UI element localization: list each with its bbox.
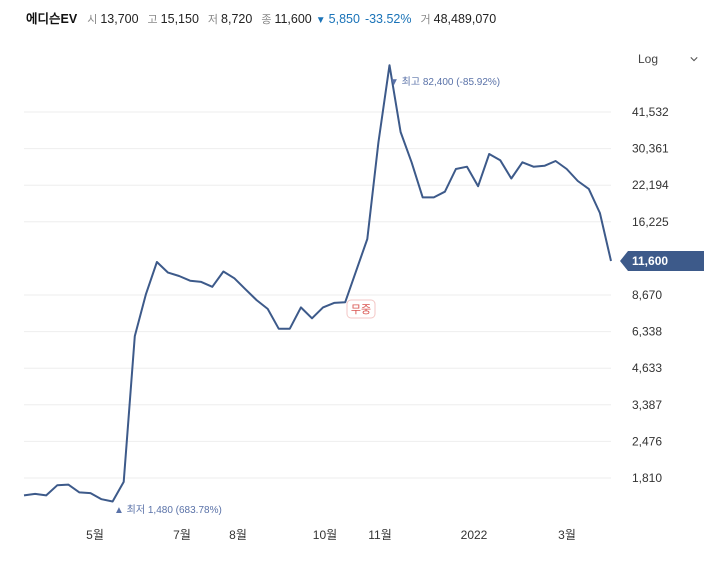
volume-label: 거	[420, 14, 431, 26]
price-line	[23, 64, 612, 503]
trading-halt-label: 무중	[351, 304, 371, 316]
volume-value: 48,489,070	[433, 12, 497, 26]
y-tick-label: 16,225	[632, 215, 669, 229]
open-value: 13,700	[100, 12, 139, 26]
y-tick-label: 6,338	[632, 325, 662, 339]
x-tick-label: 2022	[461, 528, 488, 542]
price-series	[23, 64, 612, 503]
x-tick-label: 8월	[229, 528, 247, 542]
change-percent: -33.52%	[364, 12, 412, 26]
low-label: 저	[207, 14, 219, 26]
y-tick-label: 30,361	[632, 142, 669, 156]
max-price-annotation: ▼ 최고 82,400 (-85.92%)	[389, 76, 500, 88]
last-price-tag: 11,600	[620, 250, 704, 271]
trading-halt-badge	[346, 299, 376, 319]
x-tick-label: 11월	[368, 528, 392, 542]
y-tick-label: 1,810	[632, 471, 662, 485]
chart-grid	[24, 111, 611, 479]
y-tick-label: 3,387	[632, 398, 662, 412]
change-value: 5,850	[328, 12, 360, 26]
x-tick-label: 5월	[86, 528, 104, 542]
low-value: 8,720	[221, 12, 253, 26]
chevron-down-icon	[690, 57, 698, 62]
high-value: 15,150	[160, 12, 199, 26]
scale-toggle-label: Log	[638, 52, 659, 66]
high-label: 고	[147, 14, 158, 26]
x-tick-label: 10월	[313, 528, 337, 542]
y-tick-label: 41,532	[632, 105, 669, 119]
x-axis-ticks: 5월 7월 8월 10월 11월 2022 3월	[86, 528, 576, 542]
y-tick-label: 2,476	[632, 434, 662, 448]
open-label: 시	[87, 14, 98, 26]
y-tick-label: 4,633	[632, 361, 662, 375]
y-axis-ticks: 1,810 2,476 3,387 4,633 6,338 8,670 16,225 22,1…	[632, 105, 669, 485]
y-tick-label: 22,194	[632, 178, 669, 192]
down-arrow-icon: ▼	[315, 15, 326, 26]
x-tick-label: 3월	[558, 528, 576, 542]
stock-name: 에디슨EV	[26, 12, 78, 26]
last-price-value: 11,600	[632, 254, 668, 268]
close-value: 11,600	[274, 12, 312, 26]
last-price-tag-shape	[620, 250, 704, 271]
x-tick-label: 7월	[173, 528, 191, 542]
close-label: 종	[261, 14, 272, 26]
stock-summary-header: 에디슨EV 시 13,700 고 15,150 저 8,720 종 11,600…	[26, 8, 505, 26]
min-price-annotation: ▲ 최저 1,480 (683.78%)	[114, 504, 222, 516]
y-tick-label: 8,670	[632, 288, 662, 302]
chart-annotations: ▼ 최고 82,400 (-85.92%) ▲ 최저 1,480 (683.78%…	[114, 76, 704, 516]
scale-toggle-dropdown[interactable]: Log	[638, 50, 698, 68]
